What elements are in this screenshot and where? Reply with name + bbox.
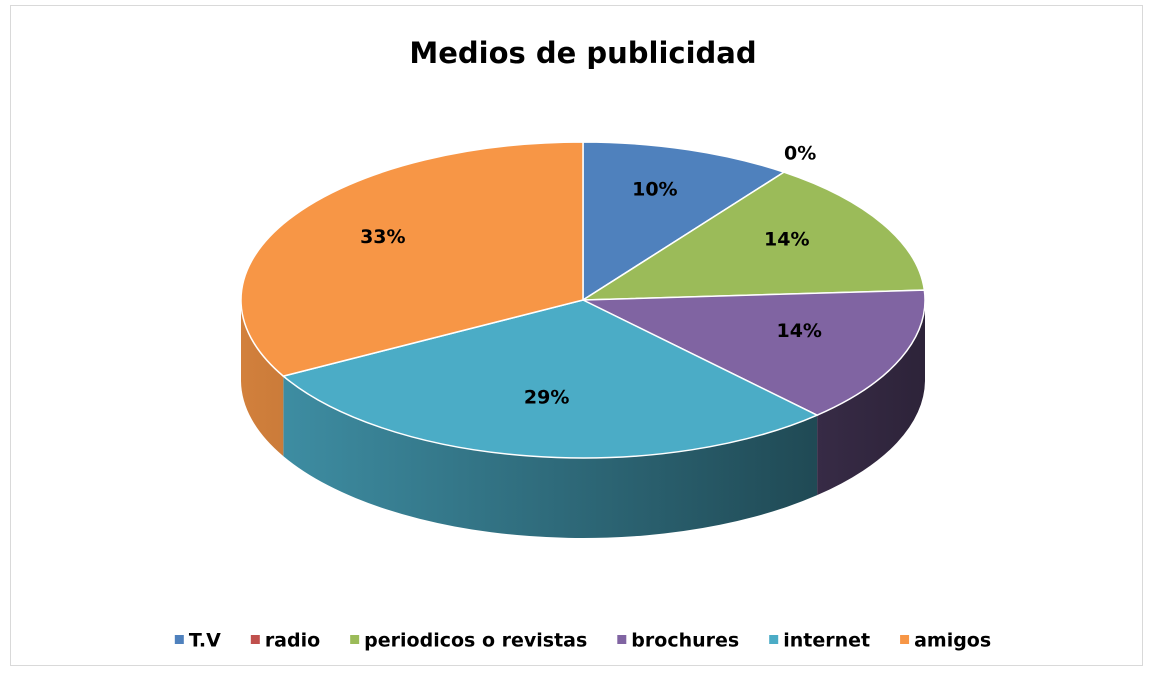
slice-side: [283, 376, 818, 538]
legend-swatch: [250, 635, 260, 644]
legend-label: T.V: [189, 630, 221, 652]
data-label: 33%: [360, 226, 405, 248]
legend-swatch: [769, 635, 779, 644]
data-label: 29%: [524, 387, 569, 409]
data-label: 14%: [764, 229, 809, 251]
legend-swatch: [350, 635, 360, 644]
legend-swatch: [617, 635, 627, 644]
slice-side: [817, 300, 925, 496]
legend-label: radio: [265, 630, 320, 652]
legend-label: amigos: [914, 630, 991, 652]
data-label: 14%: [776, 320, 821, 342]
legend-label: brochures: [631, 630, 739, 652]
slice: [582, 289, 926, 417]
slice: [281, 299, 819, 459]
legend-swatch: [900, 635, 910, 644]
slice: [582, 141, 786, 302]
legend: T.V radio periodicos o revistas brochures in…: [174, 630, 991, 652]
legend-label: periodicos o revistas: [364, 630, 587, 652]
slice: [240, 141, 584, 377]
data-label: 0%: [784, 142, 816, 164]
legend-label: internet: [783, 630, 870, 652]
chart-title: Medios de publicidad: [409, 36, 756, 70]
slice: [580, 171, 926, 301]
legend-swatch: [174, 635, 184, 644]
data-label: 10%: [632, 178, 677, 200]
